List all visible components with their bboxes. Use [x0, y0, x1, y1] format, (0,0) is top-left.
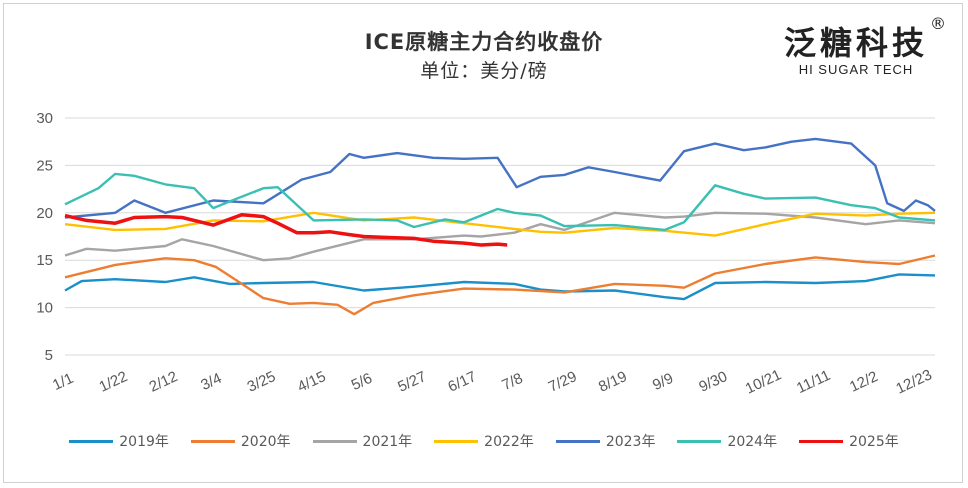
legend-label: 2024年: [727, 434, 778, 450]
x-tick-label: 1/1: [50, 370, 76, 394]
legend-label: 2021年: [362, 434, 413, 450]
x-tick-label: 3/4: [198, 370, 224, 394]
x-tick-label: 7/8: [499, 370, 525, 394]
legend-swatch: [69, 439, 114, 443]
x-tick-label: 11/11: [794, 367, 833, 397]
chart-subtitle: 单位：美分/磅: [420, 60, 548, 82]
y-axis: 5 10 15 20 25 30: [36, 110, 53, 364]
legend-item: 2021年: [312, 431, 413, 451]
series-line-2021: [64, 211, 936, 262]
x-axis: 1/1 1/22 2/12 3/4 3/25 4/15 5/6 5/27 6/17 7/8 7/29…: [50, 366, 935, 397]
x-tick-label: 10/21: [743, 366, 784, 397]
y-tick-label: 30: [36, 110, 53, 127]
x-tick-label: 9/9: [650, 370, 676, 394]
x-tick-label: 8/19: [596, 368, 630, 396]
legend-swatch: [190, 439, 235, 443]
y-tick-label: 10: [36, 300, 53, 317]
legend-item: 2024年: [677, 431, 777, 451]
brand-subtitle: HI SUGAR TECH: [798, 62, 914, 77]
brand-name: 泛糖科技: [783, 24, 928, 62]
series-lines: [64, 137, 936, 316]
y-tick-label: 15: [36, 252, 53, 269]
legend: 2019年 2020年 2021年 2022年 2023年 2024年 2025年: [0, 431, 968, 451]
series-line-2024: [64, 172, 936, 232]
brand-logo: 泛糖科技 HI SUGAR TECH ®: [783, 14, 946, 77]
series-line-2019: [64, 273, 936, 301]
x-tick-label: 6/17: [445, 368, 479, 396]
grid-lines: [65, 117, 935, 356]
legend-item: 2025年: [799, 431, 899, 451]
x-tick-label: 3/25: [245, 368, 279, 396]
series-line-2023: [64, 137, 936, 219]
x-tick-label: 12/23: [893, 366, 934, 397]
legend-swatch: [799, 439, 844, 443]
series-line-2020: [64, 254, 936, 316]
legend-label: 2025年: [849, 434, 899, 450]
x-tick-label: 4/15: [295, 368, 329, 396]
legend-label: 2019年: [119, 434, 169, 450]
legend-swatch: [312, 439, 357, 443]
legend-swatch: [434, 439, 479, 443]
x-tick-label: 5/27: [395, 368, 429, 396]
x-tick-label: 9/30: [696, 368, 730, 396]
series-line-2025: [64, 212, 508, 247]
legend-label: 2023年: [605, 434, 656, 450]
y-tick-label: 25: [36, 157, 53, 174]
series-line-2022: [64, 211, 936, 237]
legend-item: 2020年: [190, 431, 291, 451]
legend-item: 2022年: [434, 431, 534, 451]
legend-label: 2022年: [484, 434, 534, 450]
chart-title: ICE原糖主力合约收盘价: [364, 30, 604, 54]
legend-label: 2020年: [240, 434, 291, 450]
legend-swatch: [677, 439, 722, 443]
legend-item: 2019年: [69, 431, 169, 451]
legend-item: 2023年: [555, 431, 656, 451]
x-tick-label: 7/29: [546, 368, 580, 396]
x-tick-label: 2/12: [147, 368, 181, 396]
chart-frame: [3, 3, 963, 483]
y-tick-label: 20: [36, 205, 53, 222]
x-tick-label: 5/6: [349, 370, 375, 394]
x-tick-label: 1/22: [96, 368, 130, 396]
registered-mark: ®: [930, 14, 946, 33]
legend-swatch: [555, 439, 600, 443]
y-tick-label: 5: [45, 347, 53, 364]
x-tick-label: 12/2: [847, 368, 881, 396]
